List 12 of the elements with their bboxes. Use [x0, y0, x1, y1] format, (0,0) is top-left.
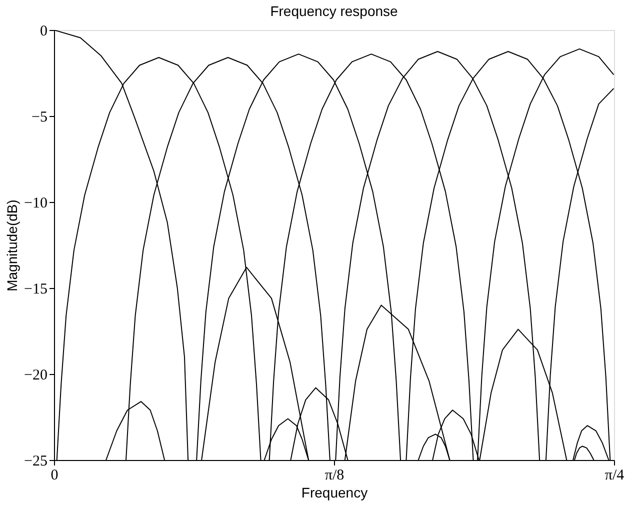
x-tick-label: π/8 [324, 468, 344, 484]
y-tick-label: −15 [24, 282, 48, 298]
y-tick-label: −10 [24, 196, 48, 212]
y-tick-label: −20 [24, 368, 48, 384]
x-tick-label: π/4 [604, 468, 625, 484]
y-tick-label: −5 [32, 110, 48, 126]
x-tick-label: 0 [50, 468, 58, 484]
chart-title: Frequency response [270, 3, 398, 19]
y-tick-label: 0 [40, 24, 48, 40]
y-axis-title: Magnitude(dB) [4, 200, 20, 292]
y-tick-label: −25 [24, 454, 48, 470]
x-axis-title: Frequency [301, 484, 368, 500]
